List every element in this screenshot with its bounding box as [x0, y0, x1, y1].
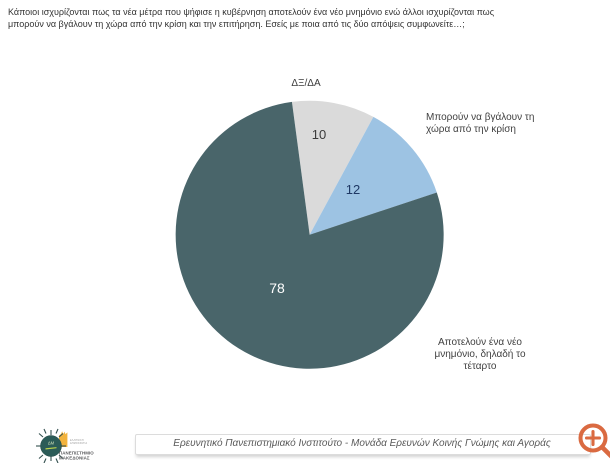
svg-text:10: 10: [312, 127, 326, 142]
svg-text:Μπορούν να βγάλουν τη: Μπορούν να βγάλουν τη: [426, 111, 534, 123]
svg-text:78: 78: [269, 280, 285, 296]
svg-text:μνημόνιο, δηλαδή το: μνημόνιο, δηλαδή το: [434, 348, 525, 360]
svg-text:Αποτελούν ένα νέο: Αποτελούν ένα νέο: [438, 336, 522, 348]
svg-text:τέταρτο: τέταρτο: [464, 360, 497, 372]
svg-text:ΔΞ/ΔΑ: ΔΞ/ΔΑ: [291, 78, 321, 89]
svg-text:ΔΗΜΟΚΡΑΤΙΑ: ΔΗΜΟΚΡΑΤΙΑ: [70, 442, 88, 445]
svg-text:12: 12: [346, 182, 360, 197]
svg-text:ΜΑΚΕΔΟΝΙΑΣ: ΜΑΚΕΔΟΝΙΑΣ: [59, 456, 90, 461]
svg-text:χώρα από την κρίση: χώρα από την κρίση: [426, 123, 516, 135]
svg-text:ΔΜ: ΔΜ: [48, 440, 55, 445]
